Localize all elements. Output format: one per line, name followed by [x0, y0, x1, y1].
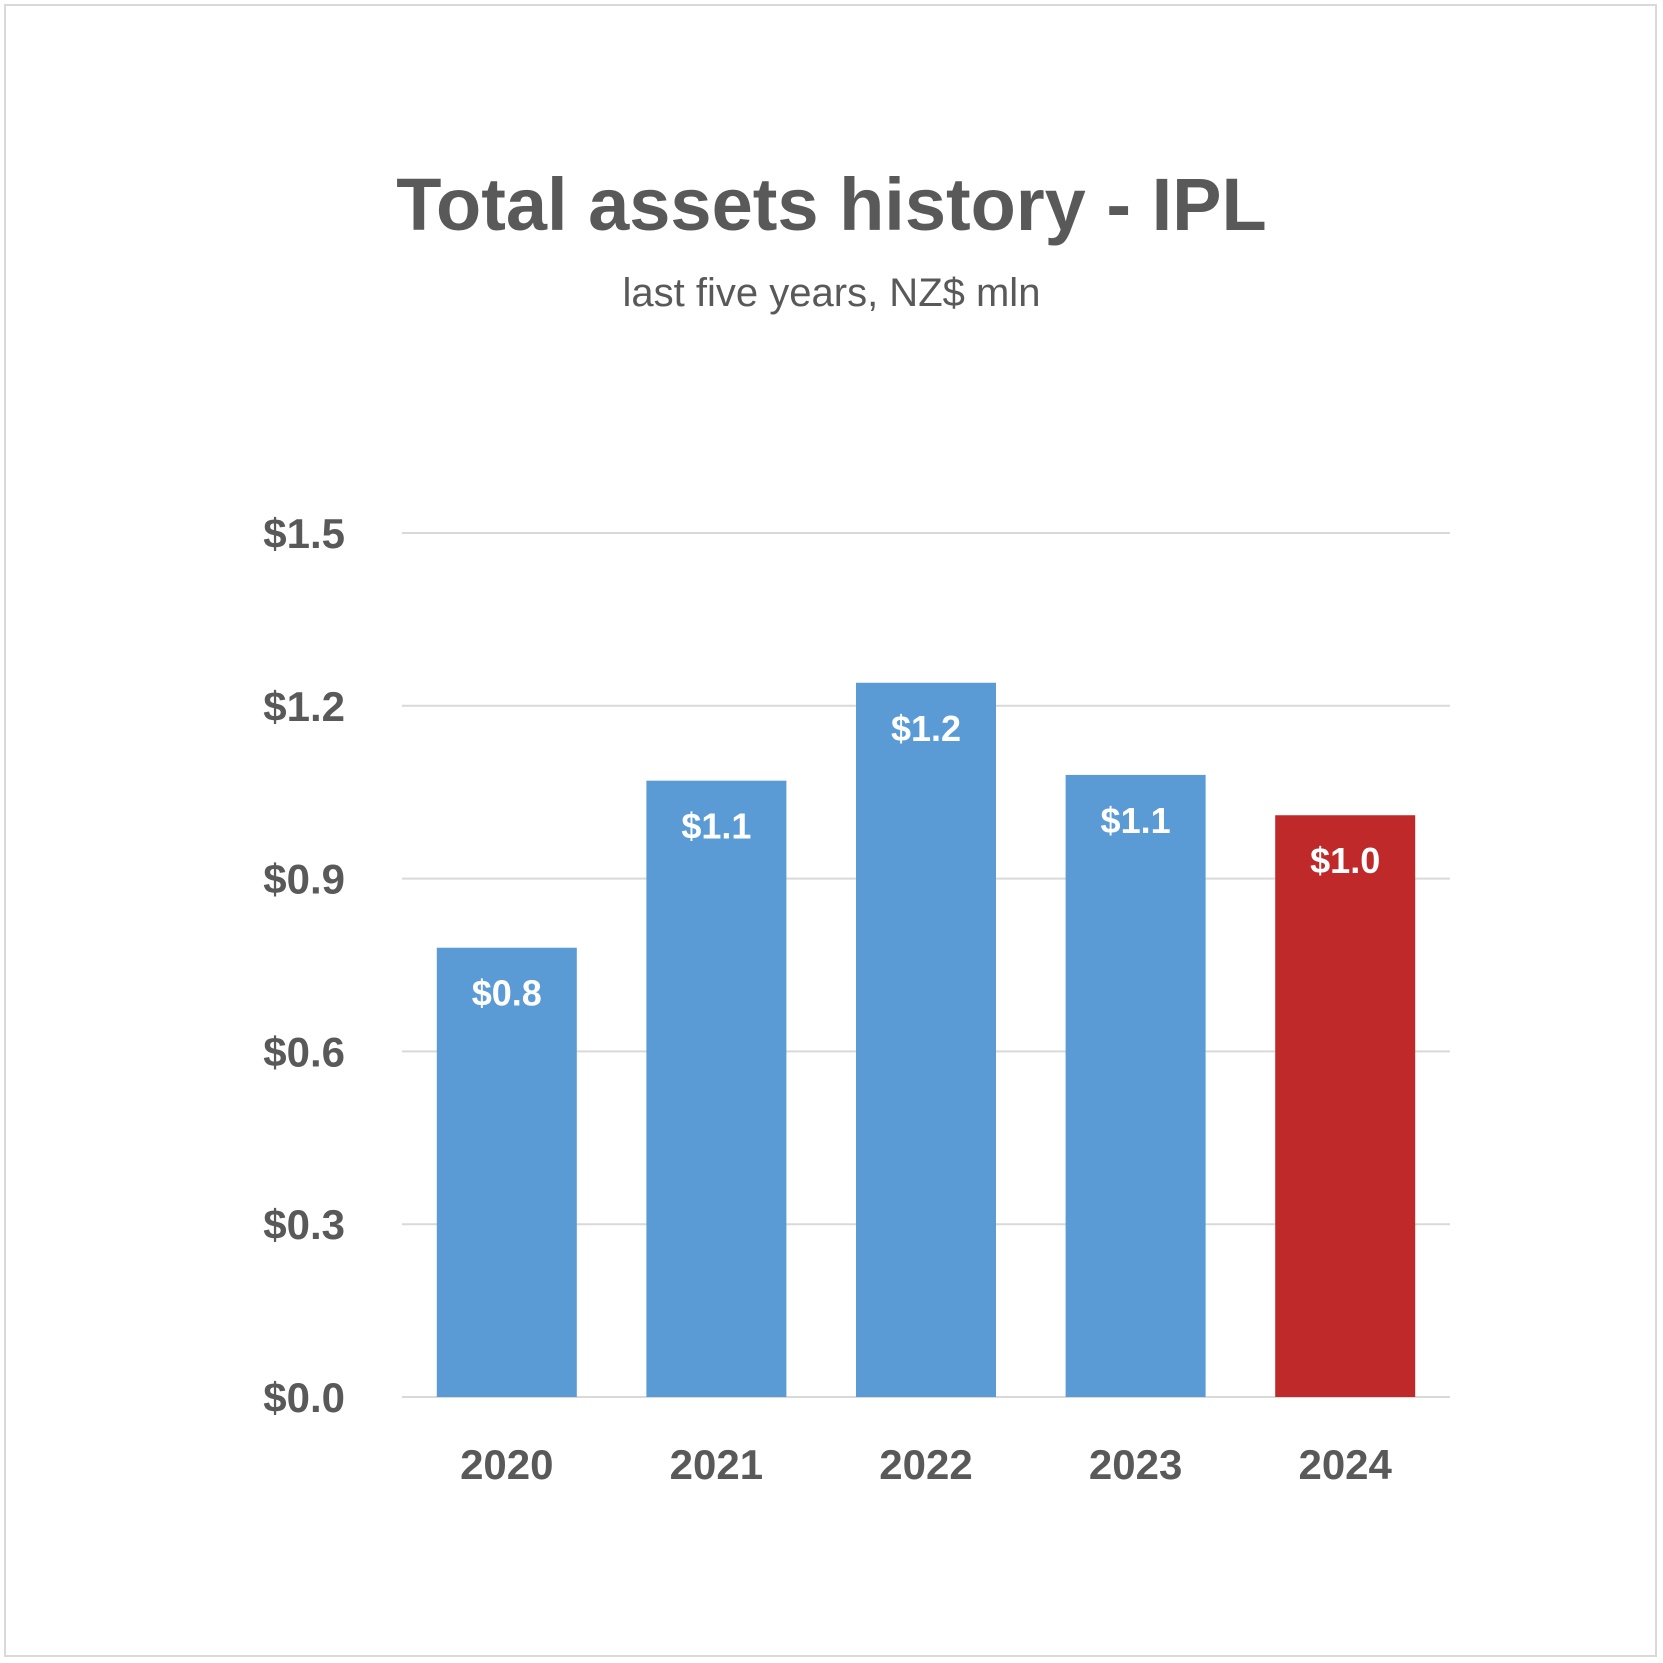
y-tick-label-1: $0.3: [263, 1201, 345, 1248]
y-tick-label-5: $1.5: [263, 510, 345, 557]
bar-2023: [1065, 774, 1206, 1397]
data-label-2021: $1.1: [681, 806, 751, 847]
x-tick-label-2020: 2020: [460, 1441, 553, 1488]
data-label-2022: $1.2: [891, 708, 961, 749]
x-tick-label-2023: 2023: [1089, 1441, 1182, 1488]
y-tick-label-3: $0.9: [263, 856, 345, 903]
chart-title: Total assets history - IPL: [396, 163, 1267, 246]
y-tick-label-4: $1.2: [263, 683, 345, 730]
bar-2021: [646, 780, 787, 1397]
y-axis-tick-labels: $0.0 $0.3 $0.6 $0.9 $1.2 $1.5: [263, 510, 345, 1421]
y-tick-label-0: $0.0: [263, 1374, 345, 1421]
x-axis-tick-labels: 2020 2021 2022 2023 2024: [460, 1441, 1392, 1488]
chart-subtitle: last five years, NZ$ mln: [622, 271, 1041, 315]
data-label-2023: $1.1: [1101, 800, 1171, 841]
bar-2020: [436, 947, 577, 1397]
data-label-2020: $0.8: [472, 973, 542, 1014]
x-tick-label-2021: 2021: [670, 1441, 763, 1488]
data-label-2024: $1.0: [1310, 840, 1380, 881]
x-tick-label-2022: 2022: [879, 1441, 972, 1488]
x-tick-label-2024: 2024: [1298, 1441, 1392, 1488]
y-tick-label-2: $0.6: [263, 1028, 345, 1075]
data-labels: $0.8 $1.1 $1.2 $1.1 $1.0: [472, 708, 1380, 1014]
bars: [436, 682, 1416, 1397]
bar-2022: [856, 682, 996, 1397]
bar-2024: [1275, 815, 1416, 1397]
